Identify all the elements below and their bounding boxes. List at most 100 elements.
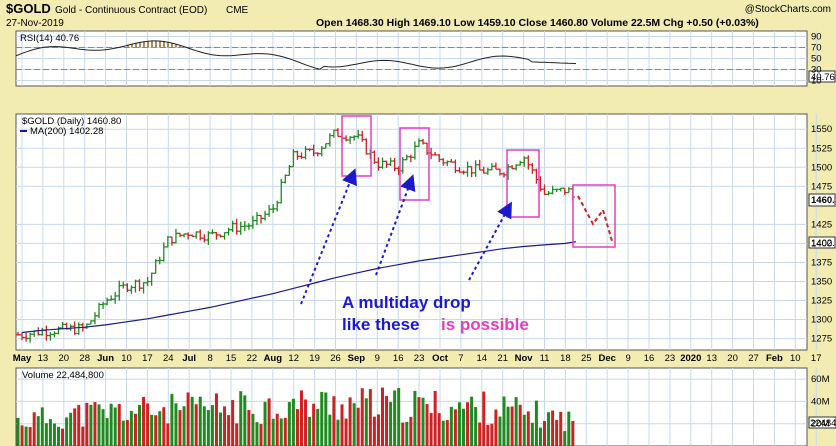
volume-bar — [251, 413, 255, 446]
price-bar — [250, 215, 255, 229]
price-bar — [230, 220, 235, 232]
price-bar — [218, 234, 223, 238]
volume-bar — [470, 396, 474, 446]
volume-bar — [283, 417, 287, 446]
price-bar — [319, 146, 324, 157]
volume-current-label: 22484 — [810, 418, 836, 429]
price-bar — [502, 172, 506, 178]
volume-bar — [174, 403, 178, 446]
volume-bar — [190, 396, 194, 446]
price-bar — [267, 205, 272, 217]
price-bar — [133, 279, 138, 293]
rsi-tick-label: 90 — [811, 32, 822, 43]
x-tick-label: 16 — [644, 353, 655, 364]
volume-bar — [502, 396, 506, 446]
volume-bar — [397, 388, 401, 446]
price-bar — [562, 187, 567, 195]
volume-bar — [324, 392, 328, 446]
volume-bar — [308, 416, 312, 446]
volume-bar — [563, 431, 567, 446]
x-tick-label: Oct — [432, 353, 449, 364]
arrow-oct — [375, 174, 416, 276]
volume-bar — [385, 395, 389, 446]
volume-bar — [105, 418, 109, 446]
price-bar — [157, 256, 162, 265]
price-bar — [242, 220, 247, 232]
volume-bar — [287, 402, 291, 446]
annotation-line1: A multiday drop — [342, 293, 471, 312]
x-tick-label: May — [13, 353, 32, 364]
x-tick-label: 11 — [540, 353, 550, 364]
x-tick-label: 8 — [207, 353, 212, 364]
ma-last-box — [808, 236, 836, 249]
volume-bar — [162, 407, 166, 446]
price-bar — [400, 156, 405, 174]
price-tick-label: 1550 — [811, 124, 832, 135]
price-bar — [234, 218, 239, 235]
price-bar — [352, 135, 357, 141]
rsi-line — [15, 40, 577, 70]
x-tick-label: 18 — [560, 353, 571, 364]
price-bar — [481, 166, 486, 174]
volume-current-box — [808, 416, 836, 429]
price-tick-label: 1400 — [811, 238, 832, 249]
price-bar — [279, 178, 284, 204]
price-bar — [182, 233, 187, 238]
price-bar — [214, 232, 219, 240]
volume-bar — [498, 416, 502, 446]
volume-bar — [109, 403, 113, 446]
price-bar — [263, 210, 268, 221]
volume-bar — [89, 404, 93, 446]
price-bar — [125, 283, 130, 293]
volume-bar — [478, 422, 482, 446]
price-bar — [416, 138, 421, 147]
volume-bar — [506, 406, 510, 446]
volume-bar — [526, 411, 530, 446]
x-tick-label: 10 — [790, 353, 801, 364]
volume-bar — [295, 409, 299, 446]
volume-bar — [486, 424, 490, 446]
x-tick-label: 25 — [581, 353, 592, 364]
volume-bar — [150, 414, 154, 446]
volume-bar — [466, 402, 470, 446]
x-tick-label: 28 — [79, 353, 90, 364]
ma-last-label: 1402. — [811, 238, 835, 249]
price-bar — [356, 129, 361, 139]
volume-bar — [81, 426, 85, 446]
price-bar — [283, 174, 288, 184]
price-bar — [92, 312, 97, 325]
volume-bar — [425, 403, 429, 446]
volume-bar — [194, 404, 198, 446]
price-bar — [20, 332, 25, 341]
volume-bar — [413, 390, 417, 446]
price-bar — [287, 164, 292, 177]
grid-layer — [16, 31, 817, 446]
volume-bar — [300, 390, 303, 446]
price-bar — [437, 154, 442, 163]
volume-bar — [182, 406, 186, 446]
volume-bar — [142, 396, 146, 446]
price-bar — [457, 167, 462, 173]
volume-bar — [259, 424, 263, 446]
price-bar — [238, 221, 243, 235]
volume-bar — [77, 404, 81, 446]
volume-bar — [551, 410, 555, 446]
rsi-tick-label: 10 — [811, 76, 822, 87]
volume-bar — [567, 411, 571, 446]
price-bar — [145, 276, 150, 286]
volume-bar — [85, 402, 89, 446]
volume-bar — [186, 392, 190, 446]
rsi-layer — [15, 40, 807, 70]
price-bar — [449, 158, 454, 163]
volume-bar — [166, 423, 170, 446]
price-layer — [16, 128, 577, 343]
price-bar — [295, 150, 300, 160]
price-bar — [489, 163, 494, 171]
price-bar — [254, 212, 259, 226]
price-bar — [554, 188, 559, 192]
price-bar — [550, 185, 555, 195]
volume-bar — [255, 422, 259, 446]
price-bar — [190, 234, 195, 238]
volume-bar — [97, 404, 101, 446]
volume-bar — [437, 413, 441, 446]
